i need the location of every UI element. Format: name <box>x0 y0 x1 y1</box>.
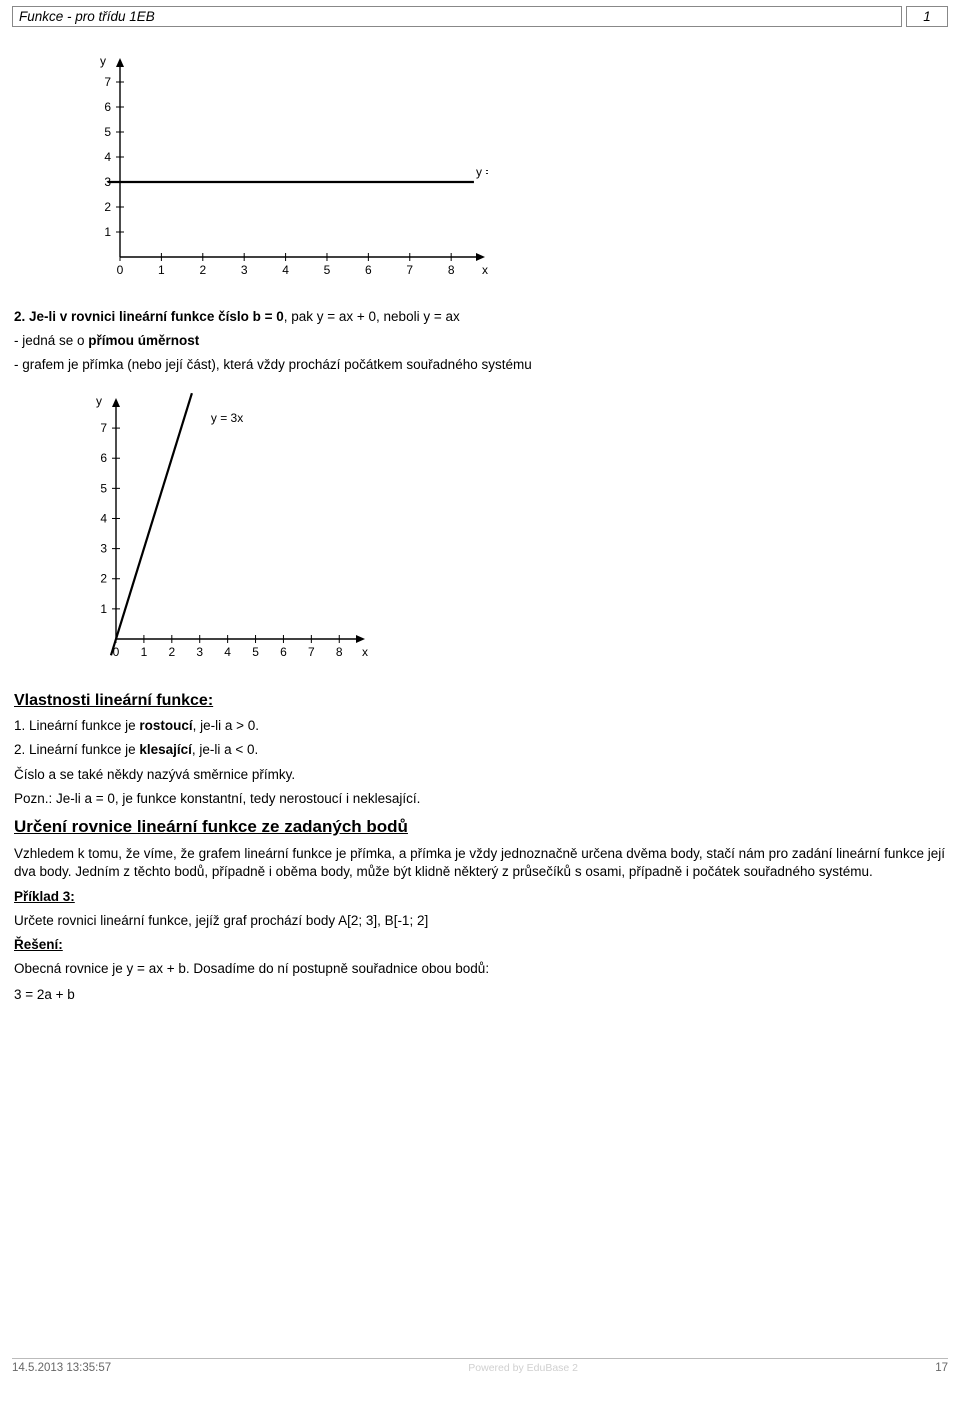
bullet-graf: - grafem je přímka (nebo její část), kte… <box>14 356 946 374</box>
header-page-number: 1 <box>906 6 948 27</box>
svg-text:0: 0 <box>117 263 124 277</box>
svg-text:6: 6 <box>104 100 111 114</box>
example-3-label: Příklad 3: <box>14 888 946 906</box>
svg-text:2: 2 <box>104 200 111 214</box>
property-1: 1. Lineární funkce je rostoucí, je-li a … <box>14 717 946 735</box>
pozn: Pozn.: Je-li a = 0, je funkce konstantní… <box>14 790 946 808</box>
solution-label: Řešení: <box>14 936 946 954</box>
example-3-task: Určete rovnici lineární funkce, jejíž gr… <box>14 912 946 930</box>
header-title: Funkce - pro třídu 1EB <box>12 6 902 27</box>
svg-text:2: 2 <box>168 645 175 659</box>
bold-umernost: přímou úměrnost <box>88 333 199 348</box>
footer: 14.5.2013 13:35:57 Powered by EduBase 2 … <box>12 1358 948 1374</box>
svg-text:7: 7 <box>308 645 315 659</box>
svg-text:2: 2 <box>100 571 107 585</box>
section-2-para: Vzhledem k tomu, že víme, že grafem line… <box>14 845 946 881</box>
svg-text:8: 8 <box>448 263 455 277</box>
property-2: 2. Lineární funkce je klesající, je-li a… <box>14 741 946 759</box>
svg-text:8: 8 <box>336 645 343 659</box>
svg-text:2: 2 <box>199 263 206 277</box>
svg-text:1: 1 <box>100 602 107 616</box>
svg-text:7: 7 <box>406 263 413 277</box>
header: Funkce - pro třídu 1EB 1 <box>12 6 948 27</box>
svg-text:4: 4 <box>224 645 231 659</box>
case-2-rest: , pak y = ax + 0, neboli y = ax <box>284 309 460 324</box>
svg-text:6: 6 <box>100 451 107 465</box>
svg-text:4: 4 <box>100 511 107 525</box>
properties-heading: Vlastnosti lineární funkce: <box>14 690 946 712</box>
bold-rostouci: rostoucí <box>139 718 192 733</box>
footer-powered-by: Powered by EduBase 2 <box>468 1362 578 1374</box>
case-2-lead: 2. Je-li v rovnici lineární funkce číslo… <box>14 308 946 326</box>
footer-timestamp: 14.5.2013 13:35:57 <box>12 1362 111 1374</box>
solution-line: Obecná rovnice je y = ax + b. Dosadíme d… <box>14 960 946 978</box>
svg-text:y: y <box>96 394 102 408</box>
svg-text:5: 5 <box>324 263 331 277</box>
chart-y-equals-3x: 0123456781234567xyy = 3x <box>68 389 946 672</box>
chart-y-equals-3: 0123456781234567xyy = 3 <box>68 49 946 290</box>
svg-text:1: 1 <box>141 645 148 659</box>
svg-text:4: 4 <box>104 150 111 164</box>
svg-text:5: 5 <box>104 125 111 139</box>
equation-1: 3 = 2a + b <box>14 986 946 1004</box>
svg-text:7: 7 <box>104 75 111 89</box>
svg-text:y: y <box>100 54 106 68</box>
svg-text:5: 5 <box>100 481 107 495</box>
bold-klesajici: klesající <box>139 742 192 757</box>
svg-text:y = 3: y = 3 <box>476 165 488 179</box>
svg-text:3: 3 <box>100 541 107 555</box>
svg-text:6: 6 <box>280 645 287 659</box>
svg-text:3: 3 <box>196 645 203 659</box>
svg-text:1: 1 <box>104 225 111 239</box>
svg-text:x: x <box>362 645 368 659</box>
case-2-bold: 2. Je-li v rovnici lineární funkce číslo… <box>14 309 284 324</box>
svg-text:x: x <box>482 263 488 277</box>
svg-text:4: 4 <box>282 263 289 277</box>
svg-text:3: 3 <box>241 263 248 277</box>
footer-page: 17 <box>935 1362 948 1374</box>
smernice-note: Číslo a se také někdy nazývá směrnice př… <box>14 766 946 784</box>
svg-text:5: 5 <box>252 645 259 659</box>
svg-text:6: 6 <box>365 263 372 277</box>
bullet-umernost: - jedná se o přímou úměrnost <box>14 332 946 350</box>
section-2-heading: Určení rovnice lineární funkce ze zadaný… <box>14 816 946 839</box>
svg-text:y = 3x: y = 3x <box>211 411 243 425</box>
svg-text:1: 1 <box>158 263 165 277</box>
svg-text:7: 7 <box>100 421 107 435</box>
